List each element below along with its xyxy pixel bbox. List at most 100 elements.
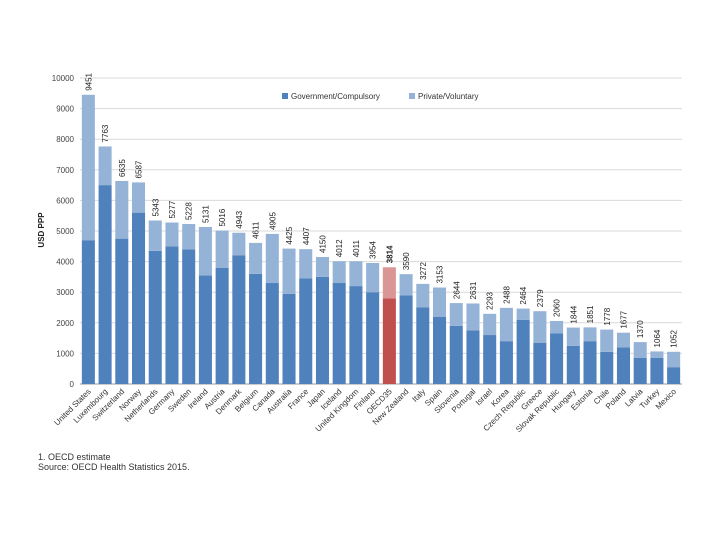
value-label: 1778 (603, 307, 612, 325)
bar-private (633, 342, 647, 358)
bar-private (98, 146, 112, 186)
value-label: 1851 (586, 305, 595, 323)
bar-government (165, 246, 179, 384)
bar-government (265, 283, 279, 384)
bar-government (349, 286, 363, 384)
value-label: 4905 (268, 212, 277, 230)
bar-private (600, 329, 614, 352)
bar-private (466, 303, 480, 331)
bar-government (433, 316, 447, 384)
bar-government (382, 298, 396, 384)
bar-private (650, 351, 664, 358)
bar-private (198, 226, 212, 276)
bar-private (332, 261, 346, 284)
value-label: 2644 (452, 281, 461, 299)
bar-government (466, 330, 480, 384)
bar-government (115, 238, 129, 384)
value-label: 5343 (151, 198, 160, 216)
bar-private (382, 267, 396, 299)
y-tick-label: 8000 (56, 135, 74, 144)
legend-label-government: Government/Compulsory (291, 92, 380, 101)
legend-swatch-government (282, 93, 288, 99)
value-label: 2293 (486, 291, 495, 309)
bar-private (533, 311, 547, 343)
value-label: 6587 (135, 160, 144, 178)
value-label: 9451 (84, 72, 93, 90)
y-tick-label: 7000 (56, 166, 74, 175)
bar-private (449, 303, 463, 326)
value-label: 6635 (118, 159, 127, 177)
bar-private (249, 242, 263, 274)
value-label: 5131 (201, 205, 210, 223)
value-label: 2631 (469, 281, 478, 299)
bar-private (433, 287, 447, 317)
value-label: 3153 (436, 265, 445, 283)
value-label: 4425 (285, 226, 294, 244)
bar-government (650, 357, 664, 384)
bar-government (148, 250, 162, 384)
value-label: 3590 (402, 252, 411, 270)
value-label: 5016 (218, 208, 227, 226)
bar-private (550, 320, 564, 334)
value-label: 4011 (352, 240, 361, 258)
bar-government (332, 283, 346, 384)
bar-private (399, 274, 413, 296)
bar-private (667, 351, 681, 368)
legend-label-private: Private/Voluntary (418, 92, 478, 101)
bar-private (232, 232, 246, 256)
value-label: 1064 (653, 329, 662, 347)
bar-government (81, 240, 95, 384)
bar-government (366, 292, 380, 384)
bar-government (600, 351, 614, 384)
footnote: 1. OECD estimate (38, 452, 111, 462)
bar-government (232, 255, 246, 384)
bar-government (483, 335, 497, 384)
bar-government (249, 273, 263, 384)
value-label: 2464 (519, 286, 528, 304)
value-label: 3954 (369, 241, 378, 259)
bar-government (499, 341, 513, 384)
bar-private (148, 220, 162, 251)
bar-private (165, 222, 179, 247)
bars (81, 94, 681, 384)
value-label: 3272 (419, 262, 428, 280)
bar-private (416, 283, 430, 308)
bar-government (182, 249, 196, 384)
gridlines (80, 77, 682, 385)
bar-private (349, 261, 363, 287)
bar-private (81, 94, 95, 241)
value-label: 5228 (185, 202, 194, 220)
value-label: 4407 (302, 227, 311, 245)
bar-private (499, 307, 513, 342)
bar-private (483, 313, 497, 336)
value-label: 1052 (670, 329, 679, 347)
legend: Government/Compulsory Private/Voluntary (282, 92, 478, 101)
bar-government (616, 347, 630, 384)
y-axis-label: USD PPP (37, 212, 46, 248)
value-label: 1844 (569, 305, 578, 323)
bar-government (299, 278, 313, 384)
source-note: Source: OECD Health Statistics 2015. (38, 462, 190, 472)
bar-government (282, 293, 296, 384)
y-tick-label: 2000 (56, 319, 74, 328)
y-tick-label: 0 (70, 380, 75, 389)
bar-government (198, 275, 212, 384)
bar-government (667, 367, 681, 384)
bar-government (215, 267, 229, 384)
bar-private (215, 230, 229, 268)
value-label: 2379 (536, 289, 545, 307)
bar-government (533, 342, 547, 384)
legend-swatch-private (409, 93, 415, 99)
y-tick-label: 3000 (56, 288, 74, 297)
bar-government (449, 325, 463, 384)
value-label: 3814 (385, 245, 394, 263)
bar-private (265, 233, 279, 284)
bar-private (282, 248, 296, 294)
bar-private (315, 257, 329, 277)
value-label: 1370 (636, 320, 645, 338)
bar-government (416, 307, 430, 384)
value-label: 2488 (502, 286, 511, 304)
value-label: 4943 (235, 210, 244, 228)
y-tick-label: 4000 (56, 258, 74, 267)
bar-government (399, 295, 413, 384)
